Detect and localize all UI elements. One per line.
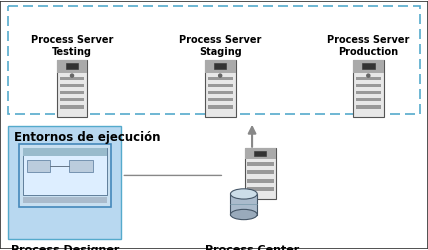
Bar [362, 63, 374, 70]
Bar [356, 77, 380, 80]
Bar [247, 178, 273, 182]
Circle shape [367, 74, 370, 77]
Bar [59, 91, 84, 94]
Bar [56, 60, 87, 117]
Ellipse shape [230, 209, 257, 220]
Circle shape [219, 74, 222, 77]
Bar [208, 84, 232, 87]
Bar [245, 148, 276, 199]
Bar [353, 60, 384, 72]
Bar [247, 187, 273, 191]
Bar [205, 60, 235, 72]
Ellipse shape [230, 189, 257, 199]
Bar [8, 126, 122, 239]
Bar [208, 77, 232, 80]
Bar [245, 148, 276, 159]
Bar [254, 151, 267, 156]
Bar [214, 63, 226, 70]
Bar [208, 91, 232, 94]
Bar [247, 170, 273, 174]
Bar [356, 84, 380, 87]
Text: Process Center: Process Center [205, 246, 299, 250]
Bar [23, 148, 107, 195]
Bar [353, 60, 384, 117]
Bar [56, 60, 87, 72]
Bar [69, 160, 92, 172]
Bar [23, 148, 107, 156]
Bar [8, 6, 420, 114]
Bar [230, 194, 257, 214]
Bar [27, 160, 51, 172]
Bar [66, 63, 78, 70]
Bar [208, 98, 232, 101]
Bar [59, 77, 84, 80]
Bar [208, 106, 232, 108]
Bar [59, 98, 84, 101]
Bar [356, 106, 380, 108]
Bar [356, 98, 380, 101]
Text: Process Designer
(Eclipse): Process Designer (Eclipse) [11, 246, 119, 250]
FancyBboxPatch shape [18, 144, 111, 207]
Text: Process Server
Production: Process Server Production [327, 36, 410, 57]
Text: Process Server
Testing: Process Server Testing [31, 36, 113, 57]
Bar [205, 60, 235, 117]
Circle shape [71, 74, 74, 77]
Text: Process Server
Staging: Process Server Staging [179, 36, 262, 57]
Bar [59, 106, 84, 108]
Bar [23, 197, 107, 203]
Bar [247, 162, 273, 166]
Text: Entornos de ejecución: Entornos de ejecución [15, 131, 161, 144]
Bar [59, 84, 84, 87]
Bar [356, 91, 380, 94]
